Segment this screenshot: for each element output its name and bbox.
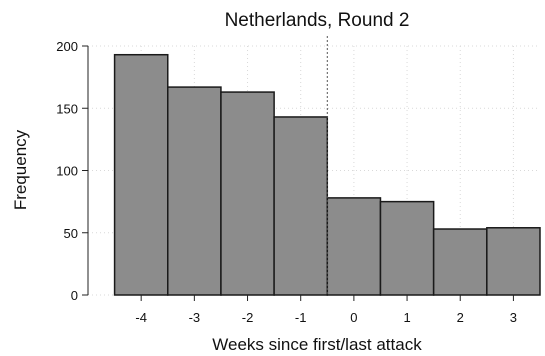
x-tick-label: 2 [457, 310, 464, 325]
y-tick-label: 200 [56, 39, 78, 54]
bars [113, 53, 541, 296]
x-tick-label: 0 [350, 310, 357, 325]
bar-2 [432, 228, 488, 296]
bar--4 [113, 53, 169, 296]
y-tick-label: 0 [71, 288, 78, 303]
x-axis-label: Weeks since first/last attack [212, 335, 422, 354]
bar--2 [220, 91, 275, 296]
x-tick-label: -4 [135, 310, 147, 325]
bar-3 [486, 227, 541, 296]
bar--1 [273, 116, 329, 296]
y-ticks: 0 50 100 150 200 [56, 39, 88, 303]
x-tick-label: -3 [189, 310, 201, 325]
y-tick-label: 150 [56, 101, 78, 116]
x-tick-label: 1 [403, 310, 410, 325]
chart-title: Netherlands, Round 2 [225, 10, 410, 31]
bar--3 [167, 86, 222, 296]
bar-1 [379, 200, 435, 296]
x-tick-label: -1 [295, 310, 307, 325]
x-tick-label: 3 [510, 310, 517, 325]
y-tick-label: 100 [56, 164, 78, 179]
x-tick-label: -2 [242, 310, 254, 325]
y-tick-label: 50 [64, 226, 78, 241]
x-ticks: -4 -3 -2 -1 0 1 2 3 [135, 295, 517, 325]
bar-0 [326, 197, 382, 296]
y-axis-label: Frequency [11, 129, 30, 210]
